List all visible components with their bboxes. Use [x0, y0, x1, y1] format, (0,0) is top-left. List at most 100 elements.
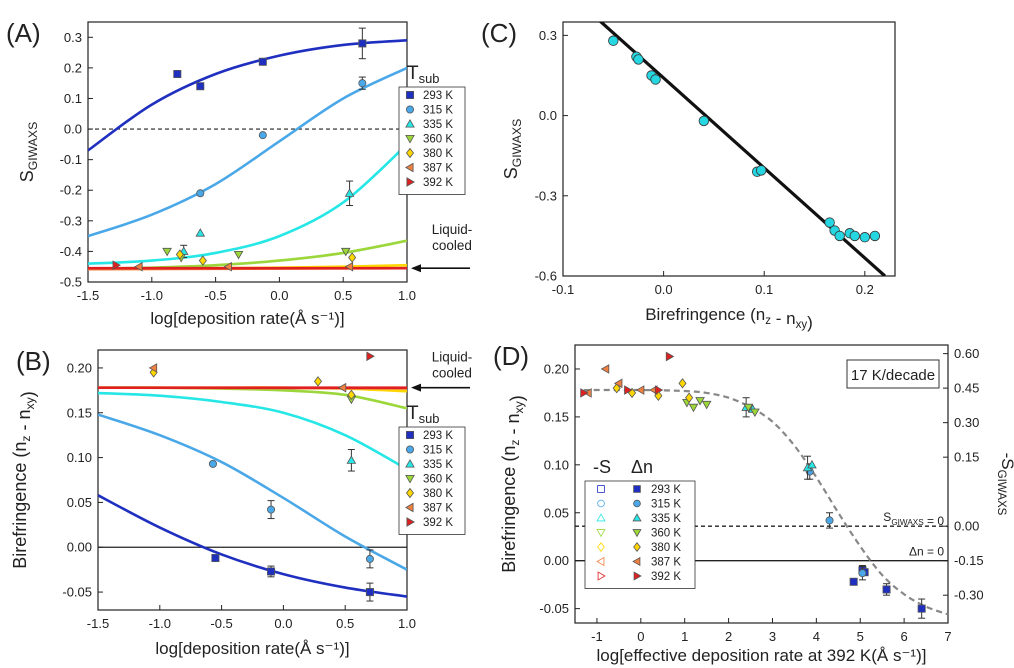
data-point — [340, 247, 351, 257]
legend-marker — [406, 517, 415, 527]
master-curve — [583, 388, 948, 616]
y-tick-label: -0.4 — [60, 244, 82, 259]
data-point — [258, 57, 267, 66]
x-tick-label: -1.0 — [141, 288, 163, 303]
legend-marker — [405, 459, 415, 468]
legend-entry: 360 K — [651, 528, 681, 540]
legend-marker — [633, 499, 641, 508]
legend-entry: 293 K — [651, 484, 681, 496]
legend-marker — [405, 474, 415, 484]
y-tick-label: 0.00 — [67, 540, 92, 555]
legend-header: Δn — [631, 457, 653, 477]
data-point — [858, 569, 867, 578]
data-point — [750, 408, 760, 418]
legend-marker — [405, 119, 415, 128]
y-tick-label: 0.0 — [64, 122, 82, 137]
legend-marker — [633, 571, 642, 581]
annotation-text: cooled — [432, 238, 472, 253]
fit-curve-293K — [88, 39, 407, 152]
x-tick-label: 0.5 — [334, 288, 352, 303]
panel-b: -1.5 -1.0 -0.5 0.0 0.5 1.0 -0.05 0.00 0.05 0.10 0.… — [10, 346, 472, 658]
x-tick-label: -1.5 — [87, 616, 109, 631]
data-point — [580, 388, 589, 398]
data-point — [365, 588, 374, 597]
y-tick-label: 0.05 — [67, 495, 92, 510]
y-axis-label: SGIWAXS — [501, 119, 524, 180]
legend-marker — [405, 445, 414, 454]
y-tick-label: 0.20 — [67, 360, 92, 375]
data-point — [608, 35, 619, 46]
data-point — [825, 516, 834, 525]
legend-marker — [405, 430, 414, 439]
data-point — [358, 39, 367, 48]
x-tick-label: 0.2 — [856, 282, 874, 297]
data-point — [834, 230, 845, 242]
legend-entry: 380 K — [423, 488, 453, 500]
data-point — [196, 189, 205, 198]
data-point — [267, 567, 276, 576]
annotation-text: cooled — [432, 366, 472, 381]
data-point — [196, 82, 205, 91]
y-right-tick-label: 0.15 — [954, 450, 979, 465]
data-point — [633, 54, 644, 65]
x-tick-label: -0.5 — [210, 616, 232, 631]
legend-marker — [405, 91, 414, 100]
data-point — [654, 390, 663, 402]
data-point — [755, 165, 767, 176]
x-tick-label: 2 — [725, 629, 732, 644]
x-tick-label: 0.0 — [655, 282, 673, 297]
legend-marker-open — [597, 485, 605, 493]
data-point — [175, 249, 184, 260]
legend-marker-open — [597, 499, 605, 508]
x-tick-label: -0.5 — [204, 288, 226, 303]
data-point — [366, 351, 375, 362]
x-tick-label: 3 — [769, 629, 776, 644]
data-point — [688, 403, 699, 413]
panel-label: (A) — [6, 18, 41, 48]
legend-entry: 387 K — [423, 503, 453, 515]
y-right-axis-label: -SGIWAXS — [995, 453, 1014, 516]
x-tick-label: 1.0 — [398, 288, 416, 303]
data-point — [613, 378, 623, 389]
data-point — [698, 115, 710, 127]
y-tick-label: 0.10 — [67, 450, 92, 465]
data-point — [701, 400, 712, 410]
data-point — [624, 385, 633, 395]
y-tick-label: 0.15 — [67, 405, 92, 420]
box-annotation-text: 17 K/decade — [851, 367, 935, 384]
legend-box — [584, 480, 696, 589]
y-tick-label: -0.2 — [60, 183, 82, 198]
legend-marker — [405, 134, 415, 144]
data-point — [233, 250, 244, 260]
x-tick-label: 0.0 — [270, 288, 288, 303]
legend-entry: 315 K — [423, 445, 453, 457]
y-right-tick-label: 0.60 — [954, 346, 979, 361]
y-axis-label: Birefringence (nz - nxy) — [499, 395, 527, 572]
data-point — [365, 554, 374, 563]
panel-label: (D) — [493, 341, 529, 371]
data-point — [112, 260, 122, 271]
y-tick-label: 0.1 — [64, 91, 82, 106]
legend-entry: 387 K — [423, 163, 453, 175]
box-annotation — [846, 359, 940, 389]
data-point — [208, 459, 217, 468]
legend-marker — [633, 485, 641, 493]
legend-marker — [632, 513, 642, 522]
y-right-tick-label: -0.15 — [954, 553, 984, 568]
annotation-text: Liquid- — [432, 222, 473, 237]
legend-title: Tsub — [407, 63, 439, 86]
x-tick-label: -1.5 — [77, 288, 99, 303]
legend-entry: 335 K — [423, 119, 453, 131]
data-point — [162, 247, 172, 257]
data-point — [849, 577, 858, 586]
legend-marker — [406, 177, 415, 187]
legend-entry: 335 K — [651, 513, 681, 525]
data-point — [173, 70, 182, 79]
y-tick-label: 0.05 — [544, 505, 569, 520]
legend-entry: 360 K — [423, 134, 453, 146]
y-tick-label: -0.05 — [62, 585, 92, 600]
y-tick-label: -0.6 — [535, 269, 557, 284]
x-tick-label: 7 — [944, 629, 951, 644]
data-point — [148, 363, 158, 373]
